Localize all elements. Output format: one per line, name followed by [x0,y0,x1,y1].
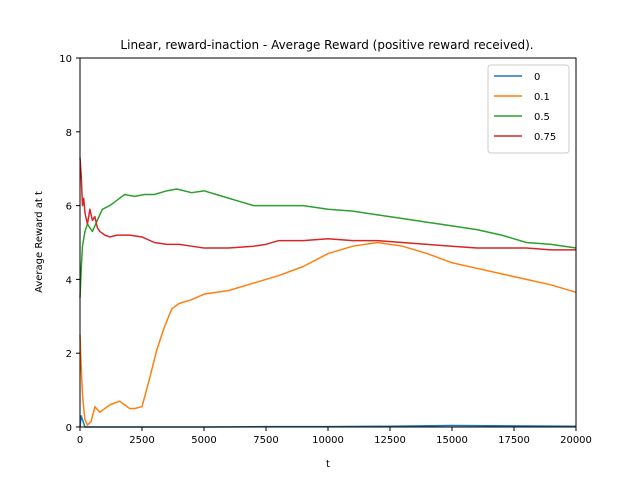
legend-label: 0.5 [534,112,550,123]
y-tick-label: 0 [66,423,72,434]
legend-label: 0.1 [534,92,550,103]
x-tick-label: 17500 [498,435,530,446]
series-line-3 [79,157,576,251]
x-tick-label: 5000 [191,435,216,446]
x-tick-label: 7500 [253,435,278,446]
y-tick-label: 4 [66,275,72,286]
legend-label: 0 [534,72,540,83]
y-tick-label: 6 [66,202,72,213]
x-tick-label: 12500 [374,435,406,446]
x-tick-label: 15000 [436,435,468,446]
y-tick-label: 8 [66,128,72,139]
x-tick-label: 10000 [312,435,344,446]
legend: 0 0.1 0.5 0.75 [487,64,570,154]
y-axis-title: Average Reward at t [34,191,45,293]
y-tick-label: 10 [59,54,72,65]
x-tick-label: 20000 [560,435,592,446]
x-axis: 0 2500 5000 7500 10000 12500 15000 17500 20000 [77,427,592,446]
legend-label: 0.75 [534,132,556,143]
y-axis: 0 2 4 6 8 10 [59,54,80,434]
series-line-1 [79,241,577,426]
legend-box [487,64,570,154]
x-tick-label: 2500 [129,435,154,446]
x-tick-label: 0 [77,435,83,446]
x-axis-title: t [326,459,330,470]
series-line-2 [79,188,577,298]
y-tick-label: 2 [66,349,72,360]
chart-title: Linear, reward-inaction - Average Reward… [120,38,533,52]
